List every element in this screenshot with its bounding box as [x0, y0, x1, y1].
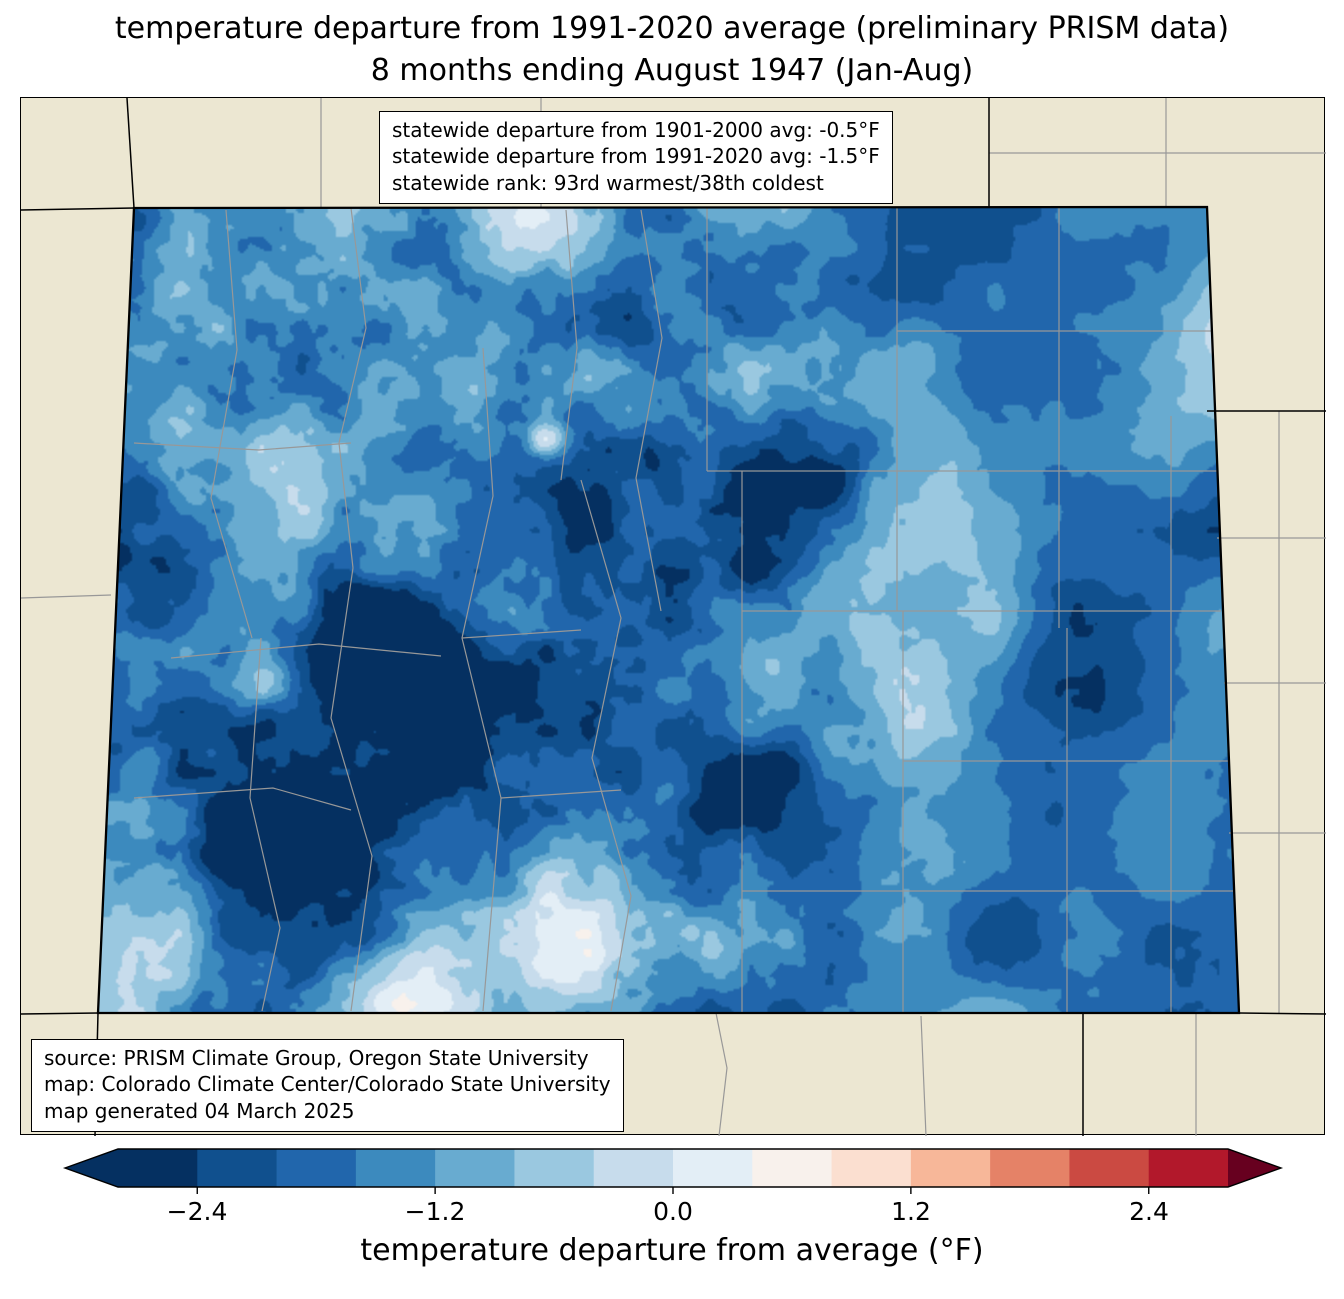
source-box: source: PRISM Climate Group, Oregon Stat… [31, 1039, 624, 1133]
stats-line-1: statewide departure from 1901-2000 avg: … [392, 118, 880, 142]
colorbar: −2.4 −1.2 0.0 1.2 2.4 [62, 1148, 1284, 1226]
tick-label-0: 0.0 [653, 1197, 693, 1226]
map-overlay [21, 98, 1326, 1136]
source-line-3: map generated 04 March 2025 [44, 1098, 355, 1123]
tick-label-neg1p2: −1.2 [405, 1197, 466, 1226]
map-frame: statewide departure from 1901-2000 avg: … [20, 97, 1326, 1136]
stats-box: statewide departure from 1901-2000 avg: … [379, 111, 893, 205]
figure-title-line2: 8 months ending August 1947 (Jan-Aug) [370, 53, 974, 88]
colorado-state-border [96, 205, 1241, 1015]
source-line-1: source: PRISM Climate Group, Oregon Stat… [44, 1046, 589, 1070]
tick-label-neg2p4: −2.4 [167, 1197, 228, 1226]
state-borders [21, 98, 1326, 1136]
tick-label-1p2: 1.2 [891, 1197, 931, 1226]
temperature-departure-field [98, 207, 1239, 1013]
source-line-2: map: Colorado Climate Center/Colorado St… [44, 1072, 611, 1097]
colorbar-outline [62, 1148, 1284, 1188]
colorbar-tick-labels: −2.4 −1.2 0.0 1.2 2.4 [167, 1197, 1169, 1226]
figure-title-line1: temperature departure from 1991-2020 ave… [114, 11, 1230, 46]
stats-line-2: statewide departure from 1991-2020 avg: … [392, 144, 880, 169]
stats-line-3: statewide rank: 93rd warmest/38th coldes… [392, 170, 824, 195]
colorbar-segments [65, 1149, 1281, 1187]
colorbar-tick-marks [196, 1187, 1150, 1194]
colorbar-axis-label: temperature departure from average (°F) [360, 1233, 984, 1268]
county-borders [21, 98, 1326, 1136]
tick-label-2p4: 2.4 [1129, 1197, 1169, 1226]
